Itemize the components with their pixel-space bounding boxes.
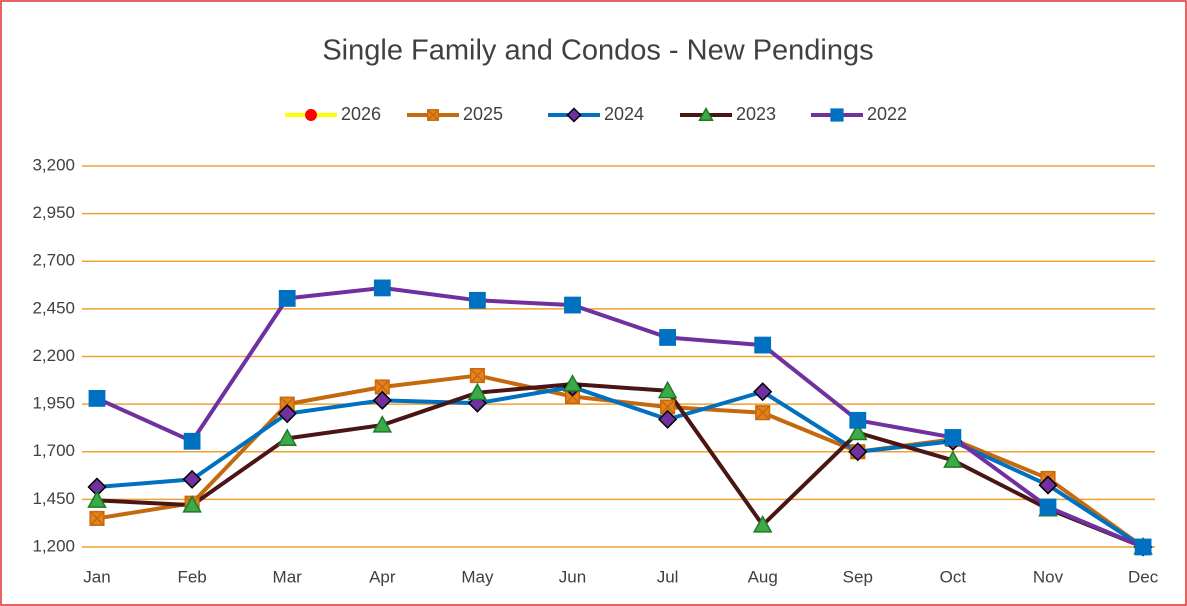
marker-cross — [660, 399, 675, 415]
x-tick-label: Jan — [83, 567, 110, 586]
marker — [698, 106, 714, 121]
marker — [277, 428, 297, 446]
marker-cross — [755, 405, 771, 421]
marker — [943, 450, 963, 468]
marker — [944, 429, 962, 446]
y-tick-label: 1,700 — [32, 441, 75, 460]
marker — [183, 432, 201, 450]
x-tick-label: Jul — [657, 567, 679, 586]
marker — [469, 291, 486, 309]
x-tick-label: Dec — [1128, 567, 1159, 586]
marker — [277, 404, 297, 424]
y-tick-label: 2,450 — [32, 298, 75, 317]
legend-label: 2022 — [867, 104, 907, 124]
y-tick-label: 2,700 — [32, 251, 75, 270]
x-tick-label: Feb — [177, 567, 206, 586]
marker — [566, 107, 582, 123]
marker — [848, 422, 868, 441]
marker — [87, 490, 107, 508]
x-tick-label: Sep — [843, 567, 873, 586]
marker — [659, 329, 677, 346]
legend-label: 2024 — [604, 104, 644, 124]
marker — [1039, 498, 1057, 516]
y-tick-label: 2,200 — [32, 346, 75, 365]
x-tick-label: Aug — [748, 567, 778, 586]
marker — [1134, 538, 1152, 556]
marker — [278, 289, 296, 307]
marker — [564, 296, 581, 314]
marker — [754, 336, 772, 354]
marker — [830, 108, 844, 122]
series-line — [96, 382, 1144, 549]
marker — [1038, 475, 1058, 495]
marker — [753, 382, 773, 402]
y-tick-label: 1,950 — [32, 394, 75, 413]
marker — [372, 390, 392, 410]
legend-label: 2026 — [341, 104, 381, 124]
marker — [657, 380, 678, 399]
marker — [305, 109, 317, 121]
marker — [372, 415, 393, 433]
marker — [88, 390, 106, 407]
marker — [562, 374, 583, 392]
marker — [373, 279, 391, 297]
marker-cross — [470, 368, 485, 383]
marker — [658, 409, 678, 429]
x-tick-label: Mar — [273, 567, 303, 586]
x-tick-label: Nov — [1033, 567, 1064, 586]
marker-cross — [427, 109, 439, 121]
marker — [752, 515, 773, 533]
x-tick-label: Apr — [369, 567, 396, 586]
marker — [849, 411, 867, 429]
marker — [848, 442, 868, 462]
marker-cross — [89, 511, 105, 526]
marker — [467, 393, 487, 413]
legend-label: 2025 — [463, 104, 503, 124]
x-tick-label: May — [461, 567, 494, 586]
y-tick-label: 2,950 — [32, 203, 75, 222]
x-tick-label: Jun — [559, 567, 586, 586]
chart-title: Single Family and Condos - New Pendings — [322, 35, 873, 67]
y-tick-label: 1,200 — [32, 536, 75, 555]
y-tick-label: 1,450 — [32, 489, 75, 508]
x-tick-label: Oct — [940, 567, 967, 586]
marker-cross — [374, 379, 390, 395]
legend-label: 2023 — [736, 104, 776, 124]
marker — [467, 382, 488, 401]
y-tick-label: 3,200 — [32, 155, 75, 174]
marker — [182, 469, 202, 489]
marker — [182, 495, 202, 513]
series-line — [96, 285, 1144, 549]
